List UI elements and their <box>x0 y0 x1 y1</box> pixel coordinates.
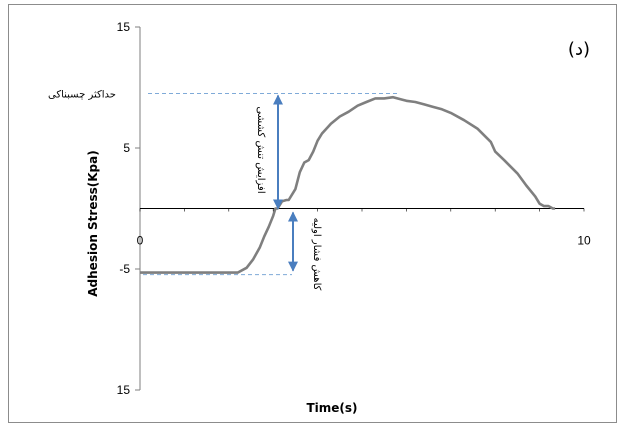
y-tick-label: 15 <box>117 383 131 397</box>
max-adhesion-annotation: حداکثر چسبناکی <box>48 90 116 101</box>
y-tick-label: 5 <box>123 141 130 155</box>
x-axis-title: Time(s) <box>306 401 357 415</box>
panel-label: (د) <box>568 39 590 60</box>
chart-frame <box>8 4 617 423</box>
stress-series-line <box>140 95 556 274</box>
x-tick-label: 10 <box>577 234 591 248</box>
y-tick-label: 15 <box>117 20 131 34</box>
tensile-increase-annotation: افزایش تنش کششی <box>255 106 266 193</box>
x-tick-label: 0 <box>137 234 144 248</box>
pressure-decrease-annotation: کاهش فشار اولیه <box>311 218 322 291</box>
y-tick-label: -5 <box>119 262 130 276</box>
y-axis-title: Adhesion Stress(Kpa) <box>86 150 100 296</box>
